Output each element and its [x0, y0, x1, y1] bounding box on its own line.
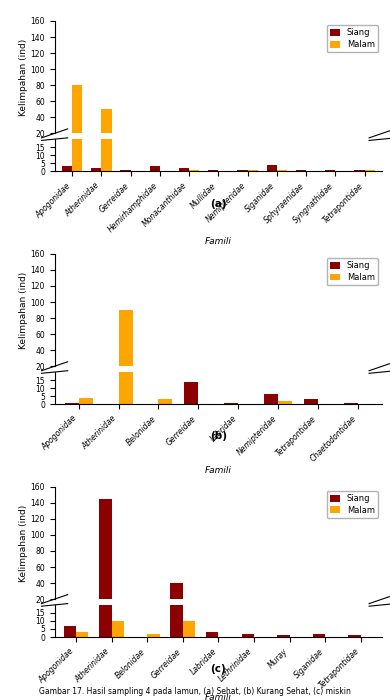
Text: Gambar 17. Hasil sampling 4 pada lamun, (a) Sehat, (b) Kurang Sehat, (c) miskin: Gambar 17. Hasil sampling 4 pada lamun, … [39, 687, 351, 696]
Bar [158, 380, 172, 382]
Bar [112, 607, 124, 615]
Bar [64, 610, 76, 615]
Bar [313, 634, 325, 637]
Bar [325, 148, 335, 149]
Bar [121, 148, 131, 149]
Bar [277, 148, 287, 149]
Bar [278, 381, 292, 382]
Bar [241, 614, 254, 615]
Y-axis label: Kelimpahan (ind): Kelimpahan (ind) [19, 272, 28, 349]
Bar [313, 614, 325, 615]
Bar [184, 371, 199, 382]
Bar [365, 169, 375, 172]
Y-axis label: Kelimpahan (ind): Kelimpahan (ind) [19, 504, 28, 582]
Bar [170, 583, 183, 615]
Bar [296, 169, 306, 172]
Bar [72, 85, 82, 149]
Bar [62, 147, 72, 149]
Bar [277, 636, 290, 637]
Text: (c): (c) [211, 664, 226, 674]
Bar [241, 634, 254, 637]
Bar [78, 379, 92, 382]
Bar [121, 169, 131, 172]
Bar [147, 614, 160, 615]
Bar [304, 399, 318, 404]
Bar [99, 405, 112, 637]
Bar [119, 310, 133, 382]
Bar [147, 634, 160, 637]
Bar [150, 147, 160, 149]
Bar [248, 148, 258, 149]
Bar [150, 167, 160, 172]
X-axis label: Famili: Famili [205, 693, 232, 700]
Bar [224, 402, 238, 404]
Bar [208, 169, 218, 172]
Bar [101, 109, 112, 149]
Bar [179, 168, 189, 172]
Bar [99, 499, 112, 615]
Bar [278, 401, 292, 404]
Bar [267, 164, 277, 172]
Bar [184, 382, 199, 404]
Bar [112, 621, 124, 637]
Bar [344, 402, 358, 404]
Bar [267, 146, 277, 149]
Bar [158, 399, 172, 404]
Bar [62, 167, 72, 172]
Bar [238, 148, 248, 149]
Bar [304, 380, 318, 382]
Bar [248, 169, 258, 172]
Legend: Siang, Malam: Siang, Malam [327, 25, 378, 52]
Bar [78, 398, 92, 404]
Bar [76, 612, 89, 615]
Legend: Siang, Malam: Siang, Malam [327, 491, 378, 518]
Bar [183, 607, 195, 615]
Bar [264, 395, 278, 404]
Bar [76, 632, 89, 637]
Bar [189, 169, 199, 172]
Text: (b): (b) [210, 431, 227, 442]
X-axis label: Famili: Famili [205, 237, 232, 246]
Bar [65, 402, 78, 404]
Bar [101, 91, 112, 172]
Bar [264, 377, 278, 382]
Bar [91, 148, 101, 149]
Bar [355, 148, 365, 149]
Bar [365, 148, 375, 149]
Bar [183, 621, 195, 637]
Bar [64, 626, 76, 637]
Bar [189, 148, 199, 149]
Bar [119, 260, 133, 404]
Bar [238, 169, 248, 172]
Bar [170, 573, 183, 637]
Bar [348, 636, 361, 637]
Bar [206, 632, 218, 637]
Bar [72, 43, 82, 172]
Bar [206, 612, 218, 615]
Bar [208, 148, 218, 149]
Bar [277, 169, 287, 172]
Text: (a): (a) [210, 199, 227, 209]
Y-axis label: Kelimpahan (ind): Kelimpahan (ind) [19, 38, 28, 116]
Bar [91, 168, 101, 172]
Bar [355, 169, 365, 172]
Bar [296, 148, 306, 149]
X-axis label: Famili: Famili [205, 466, 232, 475]
Bar [325, 169, 335, 172]
Bar [179, 148, 189, 149]
Legend: Siang, Malam: Siang, Malam [327, 258, 378, 285]
